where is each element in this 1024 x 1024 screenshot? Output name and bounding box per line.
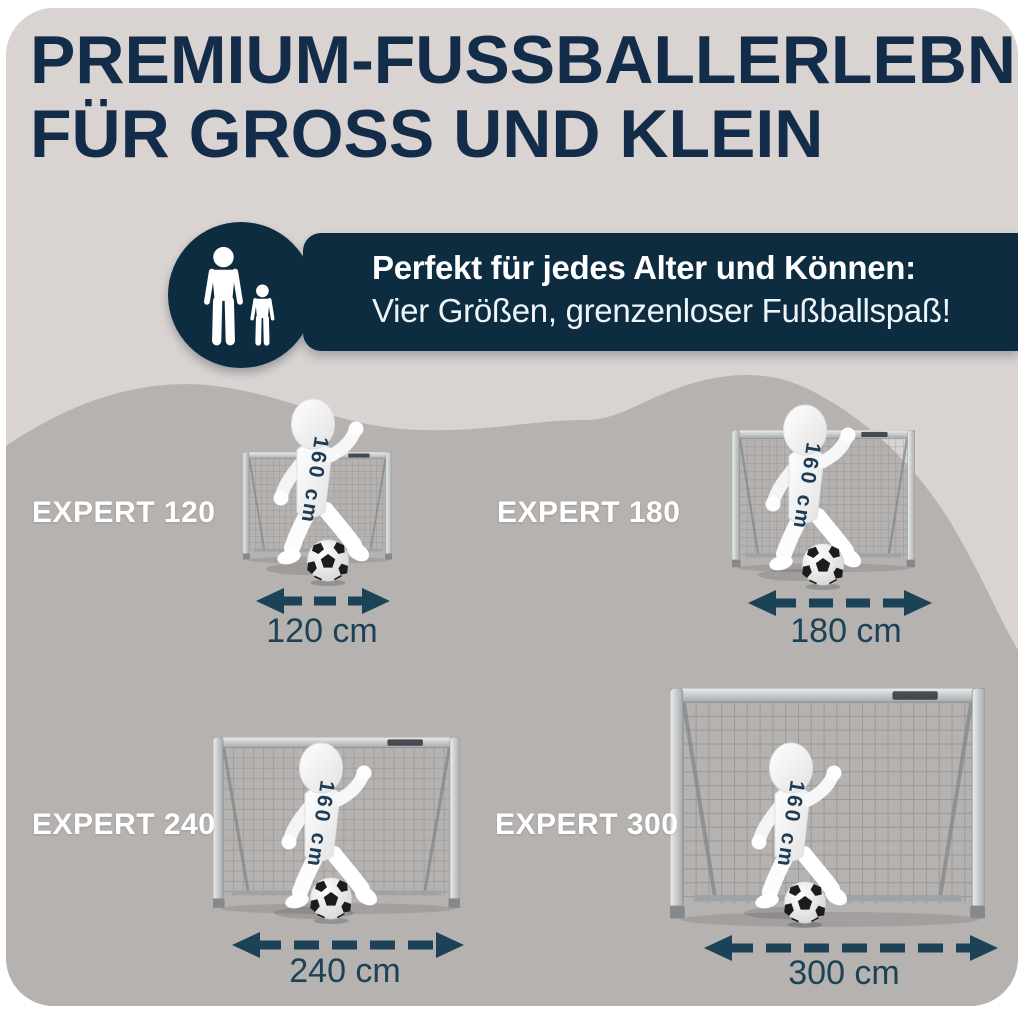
infographic-card: PREMIUM-FUSSBALLERLEBNIS FÜR GROSS UND K…	[6, 8, 1018, 1006]
banner-badge	[168, 222, 314, 368]
headline: PREMIUM-FUSSBALLERLEBNIS FÜR GROSS UND K…	[30, 23, 1018, 171]
headline-line1: PREMIUM-FUSSBALLERLEBNIS	[30, 22, 1018, 98]
banner-text: Perfekt für jedes Alter und Können: Vier…	[372, 246, 951, 332]
banner-subheading: Vier Größen, grenzenloser Fußballspaß!	[372, 292, 951, 329]
banner-heading: Perfekt für jedes Alter und Können:	[372, 249, 916, 286]
headline-line2: FÜR GROSS UND KLEIN	[30, 96, 824, 172]
banner	[303, 233, 1018, 351]
adult-child-icon	[168, 222, 314, 368]
